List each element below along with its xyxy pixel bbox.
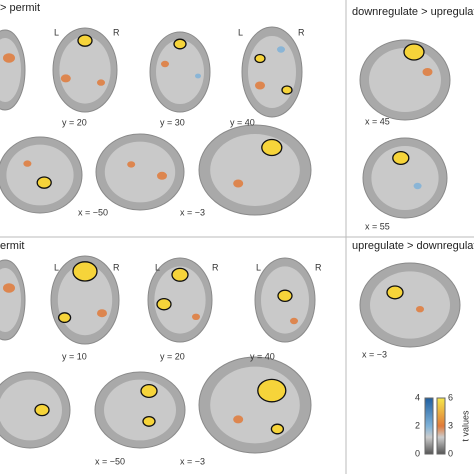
colorbar-pos — [436, 397, 446, 455]
brain-inner — [0, 379, 62, 441]
activation — [156, 297, 172, 311]
label: ermit — [0, 240, 24, 252]
brain-inner — [370, 271, 450, 339]
activation — [257, 378, 287, 403]
labels: > permit downregulate > upregulate ermit up… — [0, 2, 474, 466]
label: R — [315, 262, 322, 272]
activation — [127, 161, 136, 168]
activation — [233, 415, 244, 424]
label: R — [113, 262, 120, 272]
label: upregulate > downregulate — [352, 240, 474, 252]
label: x = 55 — [365, 221, 390, 231]
activation — [422, 68, 433, 76]
label: x = −50 — [95, 456, 125, 466]
activation — [3, 53, 15, 63]
activation — [77, 34, 93, 47]
label: 6 — [448, 392, 453, 402]
activation — [290, 317, 298, 325]
activation — [171, 267, 189, 282]
brain-inner — [210, 366, 300, 444]
label: y = 30 — [160, 117, 185, 127]
label: > permit — [0, 2, 40, 14]
label: R — [113, 27, 120, 37]
activation — [97, 79, 105, 86]
brain-inner — [6, 144, 74, 206]
activation — [142, 415, 156, 427]
brain-inner — [248, 36, 296, 108]
activation — [72, 261, 98, 282]
brain-inner — [156, 40, 204, 104]
label: 3 — [448, 420, 453, 430]
activation — [233, 179, 244, 188]
brain-inner — [59, 36, 111, 104]
activation — [277, 46, 285, 53]
label: y = 40 — [230, 117, 255, 127]
label: 4 — [415, 392, 420, 402]
label: x = −3 — [180, 456, 205, 466]
brain-inner — [104, 141, 176, 203]
label: L — [238, 27, 243, 37]
activation — [270, 423, 285, 435]
label: y = 20 — [160, 351, 185, 361]
label: x = −3 — [180, 207, 205, 217]
activation — [34, 403, 50, 417]
label: L — [155, 262, 160, 272]
label: 0 — [448, 448, 453, 458]
activation — [392, 150, 410, 166]
brain-inner — [0, 38, 21, 102]
activation — [23, 160, 32, 167]
label: t values — [460, 410, 470, 442]
brain-inner — [104, 379, 176, 441]
activation — [3, 283, 15, 293]
brain-inner — [0, 268, 21, 332]
label: x = 45 — [365, 116, 390, 126]
label: 2 — [415, 420, 420, 430]
activation — [281, 85, 293, 95]
label: downregulate > upregulate — [352, 6, 474, 18]
label: y = 10 — [62, 351, 87, 361]
activation — [195, 73, 201, 79]
activation — [277, 289, 293, 303]
brain-inner — [57, 264, 113, 336]
activation — [255, 81, 265, 90]
activation — [161, 60, 169, 68]
activation — [254, 53, 266, 64]
label: L — [256, 262, 261, 272]
activation — [140, 383, 158, 399]
label: L — [54, 27, 59, 37]
activation — [97, 309, 107, 318]
label: R — [212, 262, 219, 272]
activation — [261, 138, 283, 157]
activation — [173, 38, 187, 50]
activation — [157, 171, 167, 180]
colorbar-neg — [424, 397, 434, 455]
activation — [192, 313, 200, 320]
brain-inner — [210, 134, 300, 206]
label: y = 40 — [250, 351, 275, 361]
activation — [413, 182, 422, 190]
label: L — [54, 262, 59, 272]
activation — [403, 43, 425, 61]
label: 0 — [415, 448, 420, 458]
activation — [36, 176, 52, 189]
label: R — [298, 27, 305, 37]
activation — [416, 306, 424, 313]
activation — [60, 74, 71, 83]
brain-inner — [369, 48, 441, 112]
label: x = −50 — [78, 207, 108, 217]
label: y = 20 — [62, 117, 87, 127]
brain-images — [0, 26, 461, 454]
activation — [57, 312, 72, 324]
activation — [386, 285, 404, 300]
brain-inner — [371, 146, 439, 210]
label: x = −3 — [362, 349, 387, 359]
